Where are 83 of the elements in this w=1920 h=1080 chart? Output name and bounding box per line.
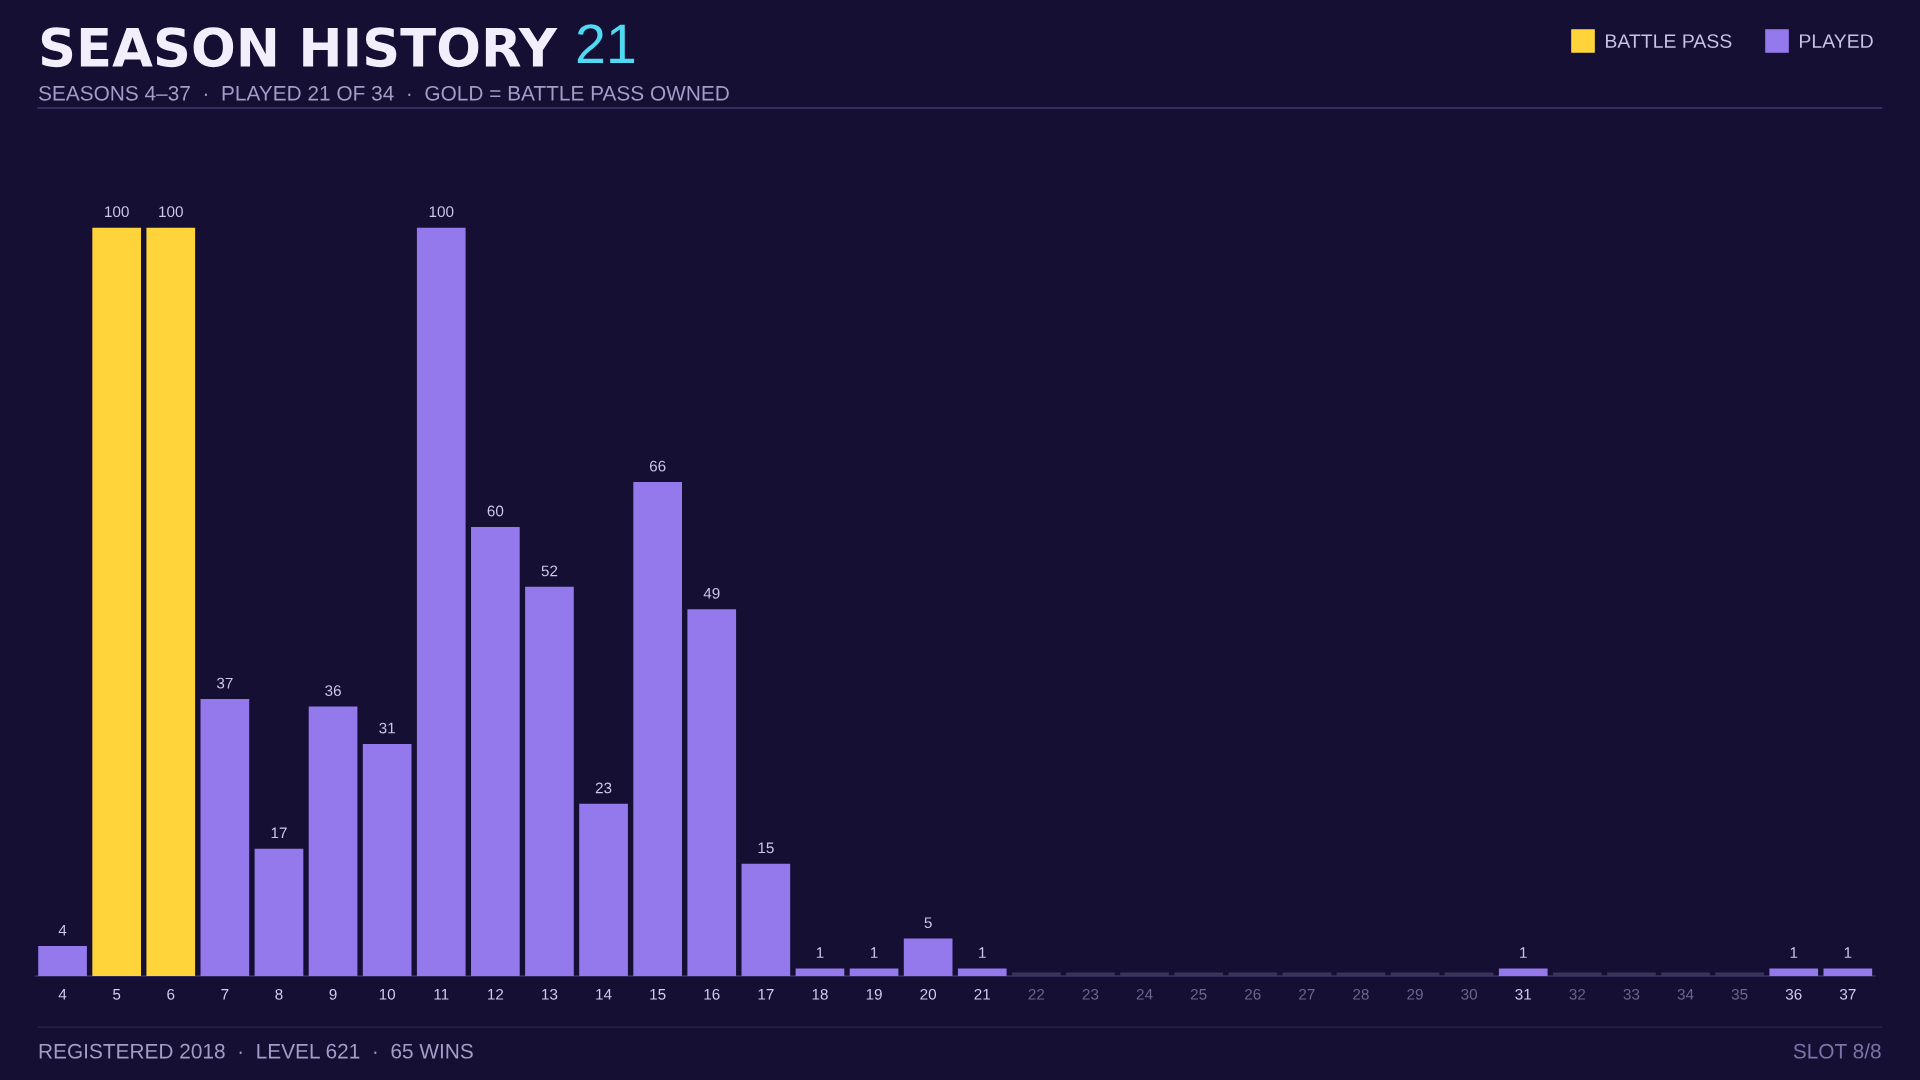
x-tick-label: 36: [1785, 988, 1802, 1000]
data-label: 1: [870, 947, 878, 958]
x-tick-label: 30: [1461, 988, 1478, 1000]
x-tick-label: 6: [167, 988, 175, 1000]
data-label: 49: [703, 587, 720, 599]
bar: [687, 609, 737, 976]
data-label: 66: [649, 460, 666, 472]
bar: [200, 699, 250, 976]
data-label: 1: [1844, 947, 1852, 958]
x-tick-label: 26: [1245, 988, 1261, 1000]
x-tick-label: 22: [1028, 988, 1045, 1000]
x-tick-label: 20: [920, 988, 937, 1000]
bar: [1498, 968, 1548, 976]
x-tick-label: 23: [1082, 988, 1099, 1000]
bar: [1769, 968, 1819, 976]
x-tick-label: 21: [974, 988, 990, 1000]
data-label: 1: [979, 947, 986, 958]
x-tick-label: 28: [1353, 988, 1369, 1000]
data-label: 1: [1520, 947, 1527, 958]
bar: [146, 227, 196, 976]
bar: [38, 946, 87, 976]
x-tick-label: 9: [329, 988, 337, 1000]
data-label: 100: [429, 206, 454, 218]
x-tick-label: 8: [275, 988, 283, 1000]
x-tick-label: 34: [1677, 988, 1694, 1000]
x-tick-label: 35: [1731, 988, 1748, 1000]
x-tick-label: 37: [1839, 988, 1856, 1000]
data-label: 5: [924, 917, 932, 929]
data-label: 4: [58, 924, 67, 936]
x-tick-label: 27: [1299, 988, 1315, 1000]
x-tick-label: 11: [434, 989, 449, 1000]
x-tick-label: 33: [1623, 988, 1640, 1000]
bar: [471, 526, 520, 976]
bar: [633, 482, 682, 976]
bar: [1823, 968, 1873, 976]
data-label: 100: [105, 206, 129, 218]
bar: [903, 938, 953, 976]
x-tick-label: 13: [542, 988, 558, 1000]
bar: [92, 227, 142, 976]
text: SLOT 8/8: [1793, 1043, 1881, 1059]
data-label: 15: [758, 842, 774, 854]
x-tick-label: 18: [812, 988, 828, 1000]
bar: [254, 848, 304, 976]
legend-label: BATTLE PASS: [1605, 34, 1732, 48]
x-tick-label: 24: [1136, 988, 1153, 1000]
x-tick-label: 32: [1569, 988, 1586, 1000]
chart-subtitle: SEASONS 4–37 · PLAYED 21 OF 34 · GOLD = BATTLE PASS OWNED: [38, 85, 729, 101]
data-label: 52: [541, 565, 558, 577]
x-tick-label: 5: [113, 989, 121, 1000]
legend-label: PLAYED: [1799, 34, 1873, 48]
x-tick-label: 7: [221, 989, 229, 1000]
bar: [362, 743, 412, 976]
chart-title: SEASON HISTORY: [41, 27, 558, 68]
data-label: 36: [325, 685, 341, 697]
x-tick-label: 31: [1515, 988, 1531, 1000]
bar: [957, 968, 1007, 976]
data-label: 37: [216, 677, 233, 689]
bar: [579, 803, 628, 976]
data-label: 17: [271, 827, 287, 839]
bar: [795, 968, 845, 976]
bar: [525, 586, 574, 976]
x-tick-label: 4: [58, 989, 67, 1000]
x-tick-label: 17: [758, 989, 774, 1000]
data-label: 1: [816, 947, 824, 958]
text: REGISTERED 2018 · LEVEL 621 · 65 WINS: [39, 1043, 473, 1059]
x-tick-label: 15: [650, 989, 666, 1000]
data-label: 31: [379, 722, 395, 734]
data-label: 1: [1790, 947, 1798, 958]
data-label: 60: [487, 505, 504, 517]
x-tick-label: 12: [488, 988, 504, 1000]
x-tick-label: 16: [704, 988, 720, 1000]
bar: [308, 706, 358, 976]
x-tick-label: 29: [1407, 988, 1423, 1000]
bar: [416, 227, 466, 976]
data-label: 23: [595, 782, 612, 794]
bar: [741, 863, 791, 976]
bar: [849, 968, 899, 976]
x-tick-label: 25: [1190, 988, 1207, 1000]
text: 21: [577, 24, 635, 63]
x-tick-label: 10: [379, 988, 396, 1000]
x-tick-label: 19: [866, 988, 882, 1000]
data-label: 100: [159, 206, 183, 218]
x-tick-label: 14: [596, 989, 612, 1000]
